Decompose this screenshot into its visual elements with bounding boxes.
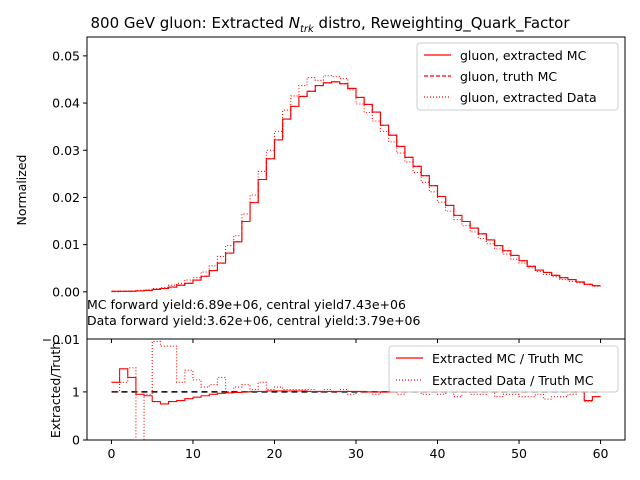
y-tick-label: 0.05 [52, 48, 80, 63]
y-tick-label: 0.04 [52, 96, 80, 111]
legend-label-extracted-mc: gluon, extracted MC [460, 48, 587, 63]
legend-label-extracted-data: gluon, extracted Data [460, 90, 597, 105]
mc-yield-annotation: MC forward yield:6.89e+06, central yield… [87, 297, 406, 312]
x-tick-label: 20 [267, 446, 283, 461]
data-yield-annotation: Data forward yield:3.62e+06, central yie… [87, 313, 421, 328]
overlap-tick-label: −0.01 [42, 332, 80, 347]
y-tick-label: 0.02 [52, 190, 80, 205]
x-tick-label: 0 [107, 446, 115, 461]
ratio-legend: Extracted MC / Truth MC Extracted Data /… [388, 345, 619, 393]
main-ylabel: Normalized [14, 155, 29, 226]
x-tick-label: 40 [430, 446, 446, 461]
main-plot-series [111, 75, 601, 293]
series-gluon-truth-mc [111, 81, 601, 292]
ratio-plot-axes: 0 10 20 30 40 50 60 0 1 −0.01 [42, 332, 609, 461]
main-legend: gluon, extracted MC gluon, truth MC gluo… [416, 42, 619, 111]
series-gluon-extracted-data [111, 75, 601, 293]
legend-label-mc-ratio: Extracted MC / Truth MC [432, 351, 583, 366]
y-tick-label: 0.03 [52, 143, 80, 158]
series-gluon-extracted-mc [111, 81, 601, 292]
main-plot-axes: 0.00 0.01 0.02 0.03 0.04 0.05 [52, 48, 602, 343]
ratio-ylabel: Extracted/Truth [48, 342, 63, 438]
x-tick-label: 50 [511, 446, 527, 461]
x-tick-label: 60 [593, 446, 609, 461]
y-tick-label: 0.01 [52, 237, 80, 252]
y-tick-label: 0 [72, 433, 80, 448]
y-tick-label: 1 [72, 384, 80, 399]
chart-title: 800 GeV gluon: Extracted Ntrk distro, Re… [90, 14, 570, 35]
legend-label-data-ratio: Extracted Data / Truth MC [432, 373, 594, 388]
x-tick-label: 30 [348, 446, 364, 461]
series-extracted-data-truth-mc [111, 340, 601, 440]
y-tick-label: 0.00 [52, 284, 80, 299]
legend-label-truth-mc: gluon, truth MC [460, 69, 557, 84]
x-tick-label: 10 [185, 446, 201, 461]
